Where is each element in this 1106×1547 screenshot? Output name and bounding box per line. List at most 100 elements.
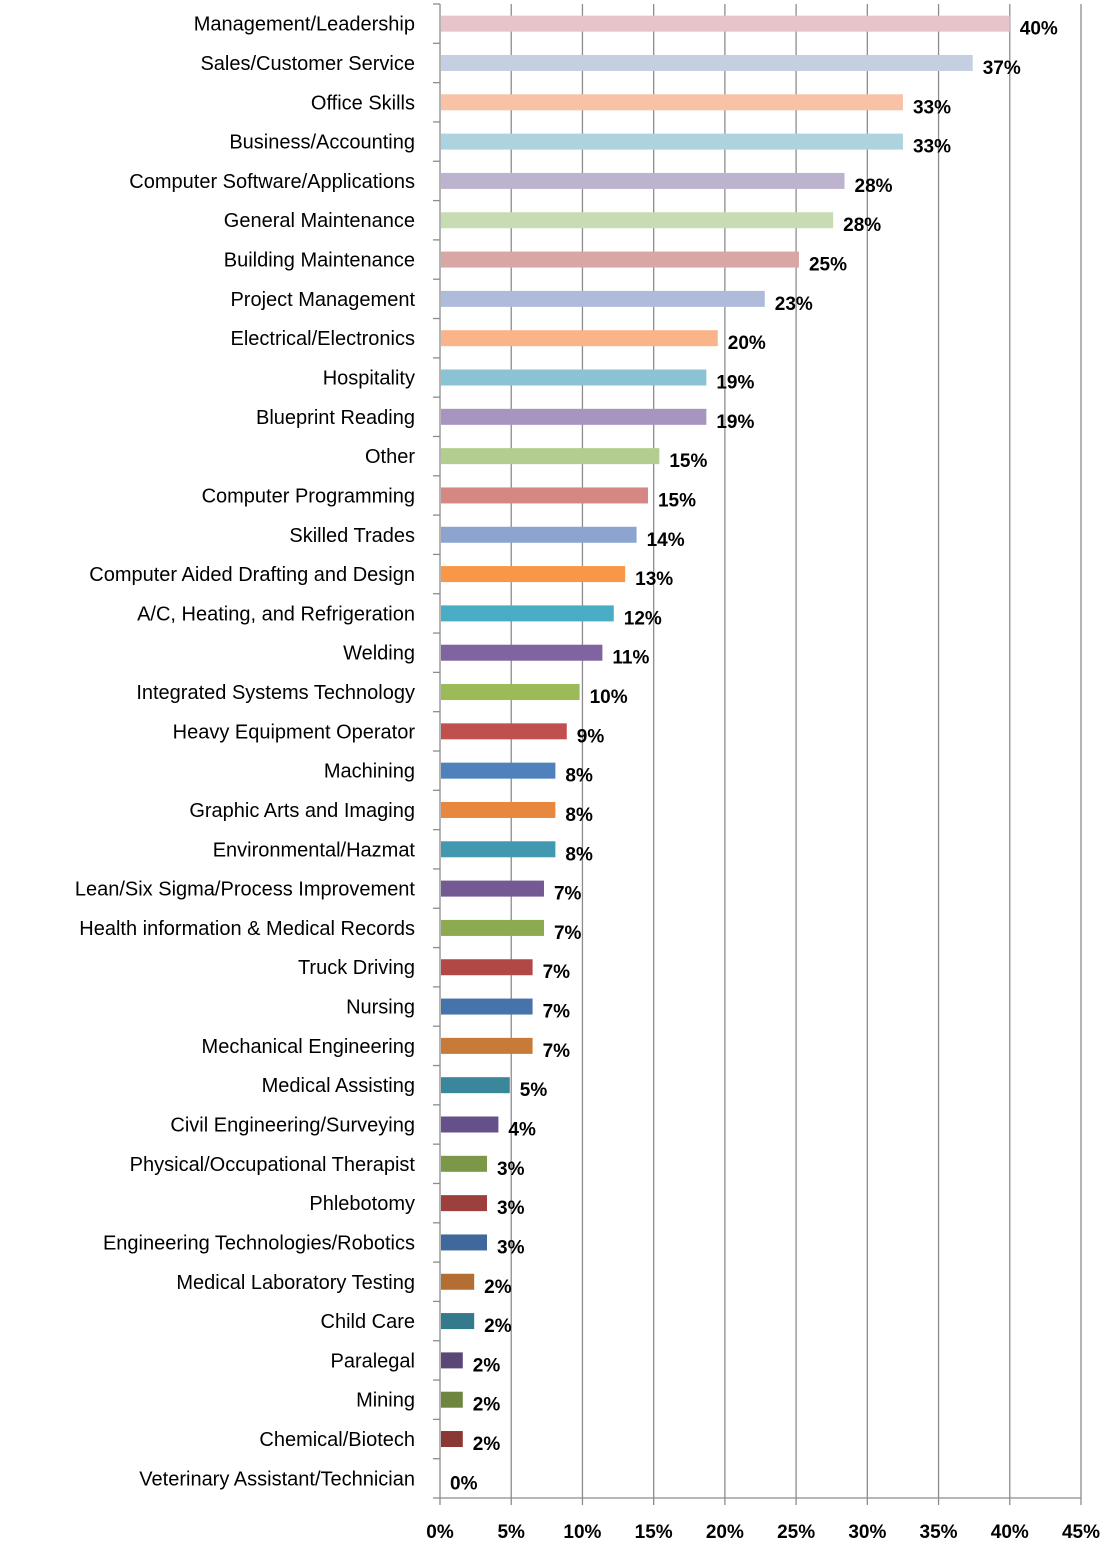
data-label: 2% (473, 1395, 501, 1416)
category-label: A/C, Heating, and Refrigeration (137, 603, 415, 625)
data-label: 2% (473, 1434, 501, 1455)
category-label: Skilled Trades (289, 525, 415, 547)
x-tick-label: 45% (1062, 1522, 1100, 1543)
category-label: Graphic Arts and Imaging (189, 800, 415, 822)
data-label: 5% (520, 1080, 548, 1101)
category-label: Electrical/Electronics (230, 328, 415, 350)
bar (441, 526, 637, 543)
data-label: 13% (635, 569, 673, 590)
category-label: Hospitality (323, 368, 415, 390)
category-label: Medical Assisting (262, 1075, 415, 1097)
data-label: 3% (497, 1159, 525, 1180)
data-label: 7% (554, 884, 582, 905)
data-label: 33% (913, 137, 951, 158)
category-label: Environmental/Hazmat (213, 839, 416, 861)
x-tick-label: 25% (777, 1522, 815, 1543)
bar (441, 919, 544, 936)
data-label: 4% (508, 1120, 536, 1141)
category-label: Civil Engineering/Surveying (170, 1115, 415, 1137)
bar (441, 723, 567, 740)
data-label: 8% (565, 805, 593, 826)
category-label: Project Management (230, 289, 415, 311)
category-label: Physical/Occupational Therapist (130, 1154, 416, 1176)
data-label: 28% (855, 176, 893, 197)
bar (441, 15, 1010, 32)
category-label: Engineering Technologies/Robotics (103, 1232, 415, 1254)
category-label: Computer Programming (202, 485, 415, 507)
data-label: 7% (543, 1002, 571, 1023)
bar (441, 959, 533, 976)
data-label: 19% (716, 412, 754, 433)
category-label: Integrated Systems Technology (136, 682, 415, 704)
bar (441, 1273, 475, 1290)
bar (441, 487, 648, 504)
bar (441, 94, 903, 111)
data-label: 25% (809, 255, 847, 276)
category-label: Welding (343, 643, 415, 665)
data-label: 23% (775, 294, 813, 315)
x-tick-label: 30% (848, 1522, 886, 1543)
bar (441, 251, 799, 268)
bar (441, 684, 580, 701)
bar (441, 1116, 499, 1133)
data-label: 14% (647, 530, 685, 551)
bar (441, 762, 556, 779)
data-label: 28% (843, 215, 881, 236)
data-label: 7% (543, 962, 571, 983)
category-label: Building Maintenance (224, 250, 415, 272)
category-label: Management/Leadership (194, 14, 415, 36)
bar (441, 133, 903, 150)
x-tick-label: 10% (563, 1522, 601, 1543)
x-tick-label: 20% (706, 1522, 744, 1543)
category-label: Computer Software/Applications (129, 171, 415, 193)
category-label: Phlebotomy (309, 1193, 415, 1215)
data-label: 11% (612, 648, 649, 669)
bar (441, 172, 845, 189)
category-label: Business/Accounting (229, 132, 415, 154)
category-label: General Maintenance (224, 210, 415, 232)
bar (441, 1352, 463, 1369)
data-label: 2% (484, 1277, 512, 1298)
x-tick-label: 40% (991, 1522, 1029, 1543)
bar (441, 1431, 463, 1448)
category-label: Heavy Equipment Operator (173, 721, 416, 743)
category-label: Veterinary Assistant/Technician (139, 1468, 415, 1490)
data-label: 15% (669, 451, 707, 472)
data-label: 15% (658, 490, 696, 511)
bar (441, 880, 544, 897)
bar (441, 605, 614, 622)
bar (441, 1195, 488, 1212)
data-label: 40% (1020, 19, 1058, 40)
data-label: 37% (983, 58, 1021, 79)
data-label: 8% (565, 844, 593, 865)
data-label: 20% (728, 333, 766, 354)
category-label: Medical Laboratory Testing (176, 1272, 415, 1294)
bar (441, 1313, 475, 1330)
bar (441, 448, 660, 465)
bar (441, 212, 834, 229)
bar (441, 1077, 510, 1094)
bars (441, 15, 1010, 1448)
bar (441, 1391, 463, 1408)
bar (441, 330, 718, 347)
category-label: Truck Driving (298, 957, 415, 979)
x-tick-label: 15% (635, 1522, 673, 1543)
data-label: 7% (554, 923, 582, 944)
category-label: Other (365, 446, 415, 468)
bar (441, 1037, 533, 1054)
bar (441, 290, 765, 307)
data-label: 0% (450, 1473, 478, 1494)
category-label: Machining (324, 761, 415, 783)
bar (441, 841, 556, 858)
axes (433, 3, 1082, 1505)
category-label: Health information & Medical Records (79, 918, 415, 940)
category-label: Paralegal (330, 1350, 415, 1372)
data-label: 12% (624, 608, 662, 629)
bar (441, 998, 533, 1015)
category-label: Mechanical Engineering (202, 1036, 415, 1058)
category-label: Office Skills (311, 92, 415, 114)
bar (441, 1234, 488, 1251)
data-label: 19% (716, 373, 754, 394)
bar (441, 644, 603, 661)
